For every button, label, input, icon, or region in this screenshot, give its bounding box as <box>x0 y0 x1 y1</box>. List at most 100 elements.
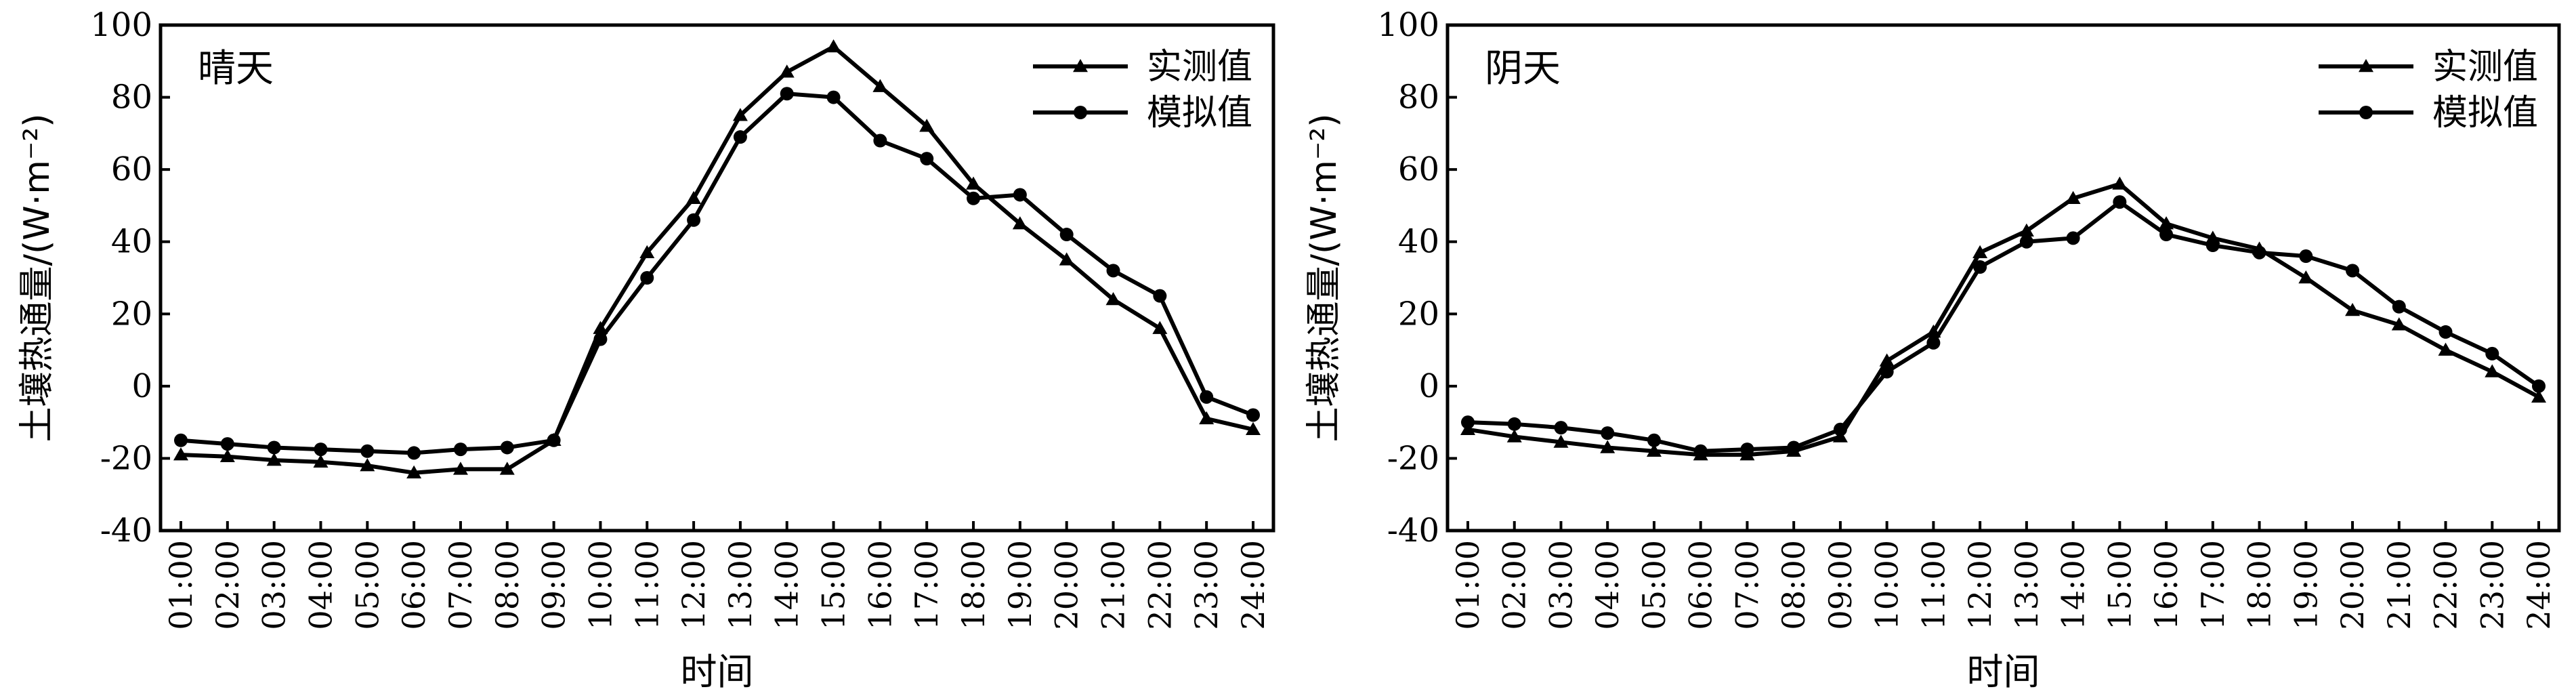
y-tick-label: 0 <box>131 367 152 405</box>
data-point-triangle <box>2112 176 2128 190</box>
data-point-circle <box>1601 426 1615 440</box>
data-point-triangle <box>872 79 888 92</box>
y-tick-label: 80 <box>1398 79 1439 117</box>
x-tick-label: 24:00 <box>2520 540 2557 630</box>
data-point-circle <box>1926 335 1941 350</box>
data-point-triangle <box>2019 223 2034 236</box>
series-line <box>180 44 1254 475</box>
x-tick-label: 23:00 <box>2474 540 2510 630</box>
y-tick-label: 60 <box>1398 150 1439 188</box>
data-point-triangle <box>826 39 841 53</box>
data-point-circle <box>1507 417 1521 431</box>
x-tick-label: 20:00 <box>2334 540 2371 630</box>
data-point-triangle <box>266 453 282 466</box>
data-point-circle <box>1200 390 1214 404</box>
data-point-triangle <box>639 245 655 258</box>
plot-frame <box>1445 23 2561 533</box>
y-tick-label: -40 <box>1387 512 1439 550</box>
y-tick-label: 40 <box>1398 223 1439 261</box>
x-tick-label: 09:00 <box>1822 540 1859 630</box>
data-point-circle <box>640 271 654 285</box>
data-point-circle <box>873 133 887 148</box>
chart-panel-2: -40 -20 0 20 40 60 80 100 01:00 02:00 03:00 04:00 05… <box>1304 6 2561 693</box>
data-point-triangle <box>1199 411 1215 425</box>
legend-item: 模拟值 <box>1033 93 1252 133</box>
x-tick-label: 19:00 <box>1002 540 1038 630</box>
data-point-triangle <box>2485 364 2500 377</box>
y-tick-label: -40 <box>100 512 152 550</box>
legend-label: 实测值 <box>2432 47 2538 87</box>
data-point-circle <box>174 433 188 447</box>
y-axis-title: 土壤热通量/(W·m⁻²) <box>17 114 58 442</box>
x-axis-title: 时间 <box>681 651 754 693</box>
legend-marker-triangle <box>1073 59 1088 73</box>
data-point-triangle <box>1600 440 1616 453</box>
data-point-triangle <box>1646 443 1662 457</box>
data-point-triangle <box>173 447 188 461</box>
y-tick-label: 40 <box>111 223 152 261</box>
series-1 <box>173 39 1261 478</box>
panel-label: 晴天 <box>198 47 274 91</box>
data-point-triangle <box>593 321 608 334</box>
data-point-circle <box>2113 195 2127 209</box>
data-point-circle <box>780 87 794 101</box>
y-axis-title: 土壤热通量/(W·m⁻²) <box>1304 114 1345 442</box>
series-line <box>180 91 1254 455</box>
x-tick-label: 18:00 <box>2241 540 2278 630</box>
data-point-triangle <box>1506 429 1522 442</box>
data-point-triangle <box>1012 216 1028 230</box>
x-tick-label: 14:00 <box>769 540 805 630</box>
data-point-triangle <box>219 449 235 463</box>
data-point-circle <box>1787 440 1801 455</box>
x-tick-label: 01:00 <box>163 540 199 630</box>
data-point-triangle <box>2065 190 2081 205</box>
data-point-circle <box>1880 365 1894 379</box>
y-tick-label: 60 <box>111 150 152 188</box>
data-point-circle <box>547 433 561 447</box>
data-point-triangle <box>499 461 515 475</box>
x-tick-label: 11:00 <box>1915 540 1951 630</box>
y-tick-label: 100 <box>1377 6 1439 44</box>
data-point-circle <box>453 442 467 457</box>
data-point-circle <box>1647 433 1661 447</box>
series-line <box>1467 200 2540 453</box>
x-tick-label: 15:00 <box>816 540 852 630</box>
y-tick-label: 20 <box>1398 295 1439 333</box>
data-point-circle <box>2019 234 2033 249</box>
x-tick-label: 06:00 <box>396 540 432 630</box>
x-tick-label: 17:00 <box>908 540 945 630</box>
data-point-triangle <box>2159 216 2174 230</box>
data-point-circle <box>500 440 514 455</box>
data-point-triangle <box>2345 302 2361 316</box>
x-tick-label: 13:00 <box>2008 540 2045 630</box>
data-point-circle <box>1246 408 1260 422</box>
data-point-triangle <box>1246 421 1261 436</box>
panel-label: 阴天 <box>1485 47 1561 91</box>
data-point-triangle <box>686 190 702 205</box>
data-point-circle <box>920 152 934 166</box>
x-tick-label: 15:00 <box>2101 540 2138 630</box>
legend-item: 模拟值 <box>2319 93 2538 133</box>
data-point-circle <box>1461 415 1475 430</box>
x-tick-label: 11:00 <box>629 540 665 630</box>
data-point-circle <box>2438 325 2453 339</box>
data-point-circle <box>2532 379 2546 393</box>
data-point-triangle <box>2531 389 2546 403</box>
x-tick-label: 07:00 <box>442 540 479 630</box>
legend-label: 实测值 <box>1147 47 1252 87</box>
data-point-circle <box>2346 264 2360 278</box>
data-point-circle <box>1554 421 1568 435</box>
data-point-circle <box>1833 422 1847 436</box>
data-point-circle <box>220 437 234 451</box>
x-tick-label: 02:00 <box>209 540 246 630</box>
x-tick-label: 01:00 <box>1450 540 1486 630</box>
data-point-triangle <box>1879 353 1895 367</box>
data-point-circle <box>2252 245 2266 260</box>
data-point-circle <box>314 442 328 457</box>
data-point-triangle <box>406 465 422 478</box>
x-tick-label: 07:00 <box>1729 540 1765 630</box>
x-tick-label: 23:00 <box>1188 540 1225 630</box>
x-tick-label: 17:00 <box>2195 540 2231 630</box>
legend-label: 模拟值 <box>2432 93 2538 133</box>
